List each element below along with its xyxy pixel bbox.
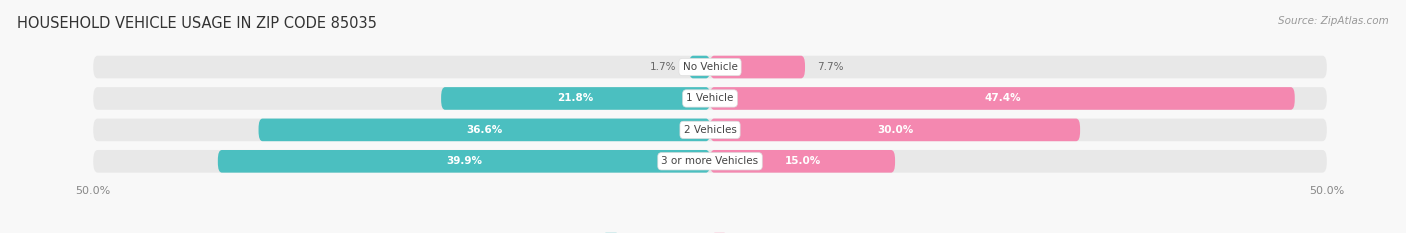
Legend: Owner-occupied, Renter-occupied: Owner-occupied, Renter-occupied [602, 229, 818, 233]
FancyBboxPatch shape [218, 150, 710, 173]
FancyBboxPatch shape [441, 87, 710, 110]
FancyBboxPatch shape [710, 87, 1295, 110]
Text: 15.0%: 15.0% [785, 156, 821, 166]
Text: HOUSEHOLD VEHICLE USAGE IN ZIP CODE 85035: HOUSEHOLD VEHICLE USAGE IN ZIP CODE 8503… [17, 16, 377, 31]
Text: 30.0%: 30.0% [877, 125, 912, 135]
FancyBboxPatch shape [93, 87, 1327, 110]
Text: 7.7%: 7.7% [817, 62, 844, 72]
Text: 21.8%: 21.8% [557, 93, 593, 103]
FancyBboxPatch shape [689, 56, 710, 78]
Text: No Vehicle: No Vehicle [682, 62, 738, 72]
FancyBboxPatch shape [710, 119, 1080, 141]
Text: 39.9%: 39.9% [446, 156, 482, 166]
Text: 1 Vehicle: 1 Vehicle [686, 93, 734, 103]
FancyBboxPatch shape [93, 56, 1327, 78]
FancyBboxPatch shape [259, 119, 710, 141]
FancyBboxPatch shape [93, 119, 1327, 141]
Text: 2 Vehicles: 2 Vehicles [683, 125, 737, 135]
FancyBboxPatch shape [93, 150, 1327, 173]
Text: Source: ZipAtlas.com: Source: ZipAtlas.com [1278, 16, 1389, 26]
FancyBboxPatch shape [710, 150, 896, 173]
Text: 36.6%: 36.6% [467, 125, 502, 135]
FancyBboxPatch shape [710, 56, 806, 78]
Text: 3 or more Vehicles: 3 or more Vehicles [661, 156, 759, 166]
Text: 1.7%: 1.7% [650, 62, 676, 72]
Text: 47.4%: 47.4% [984, 93, 1021, 103]
